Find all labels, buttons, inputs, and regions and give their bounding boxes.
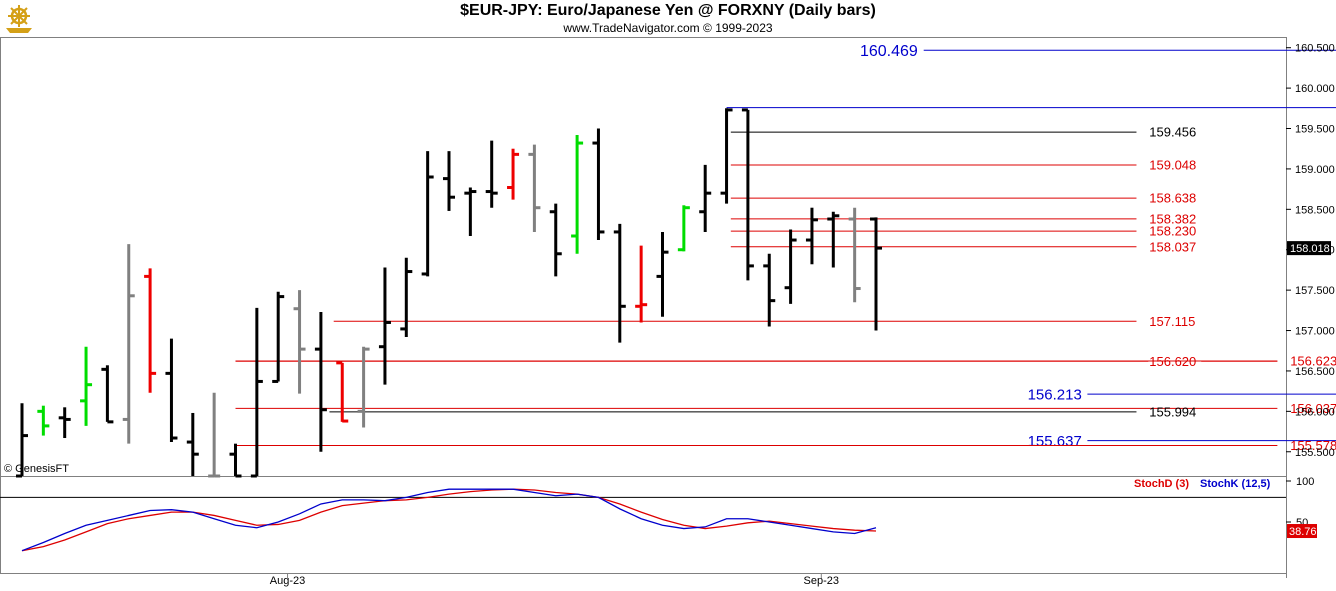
level-label: 159.048 (1149, 158, 1196, 173)
y-tick-label: 160.000 (1295, 83, 1335, 95)
stoch-series-line (21, 488, 877, 552)
ship-wheel-logo-icon (6, 5, 32, 33)
stoch-tick-label: 100 (1296, 476, 1314, 488)
date-axis: Aug-23 Sep-23 (270, 573, 839, 587)
ohlc-bars (16, 108, 882, 478)
level-label: 156.623 (1290, 354, 1336, 369)
y-tick-label: 160.500 (1295, 43, 1335, 55)
level-label: 158.230 (1149, 224, 1196, 239)
level-label-bg (1026, 431, 1088, 449)
y-tick-label: 157.000 (1295, 326, 1335, 338)
y-tick-label: 157.500 (1295, 285, 1335, 297)
stoch-plot-frame (0, 476, 1287, 574)
stoch-series-line (21, 488, 877, 552)
level-lines: 160.469159.758159.456159.048158.638158.3… (235, 40, 1336, 453)
y-tick-label: 159.500 (1295, 124, 1335, 136)
level-label: 155.637 (1028, 433, 1082, 450)
stoch-last-box (1287, 524, 1317, 539)
last-price-label: 158.018 (1290, 243, 1330, 255)
level-label: 159.456 (1149, 125, 1196, 140)
level-label: 157.115 (1149, 314, 1195, 329)
chart-title: $EUR-JPY: Euro/Japanese Yen @ FORXNY (Da… (460, 2, 876, 19)
watermark: © GenesisFT (4, 463, 69, 475)
level-label-bg (1026, 385, 1088, 402)
x-tick-label: Sep-23 (804, 575, 839, 587)
last-price-box (1287, 241, 1331, 256)
y-tick-label: 155.500 (1295, 447, 1335, 459)
level-label: 156.037 (1290, 401, 1336, 416)
level-label: 158.382 (1149, 211, 1196, 226)
stoch-legend-entry: StochK (12,5) (1200, 478, 1271, 490)
chart-subtitle: www.TradeNavigator.com © 1999-2023 (563, 21, 773, 35)
level-label: 158.037 (1149, 239, 1196, 254)
y-tick-label: 158.500 (1295, 204, 1335, 216)
level-label: 156.213 (1028, 386, 1082, 403)
price-plot-frame (0, 37, 1287, 477)
y-tick-label: 159.000 (1295, 164, 1335, 176)
level-label: 158.638 (1149, 191, 1196, 206)
y-tick-label: 156.000 (1295, 406, 1335, 418)
price-axis: 160.500 160.000 159.500 159.000 158.500 158.0… (1286, 43, 1335, 459)
stoch-legend-entry: StochD (3) (1134, 478, 1189, 490)
stoch-last-label: 38.76 (1289, 526, 1317, 538)
level-label: 155.578 (1290, 438, 1336, 453)
x-tick-label: Aug-23 (270, 575, 305, 587)
level-label: 155.994 (1149, 404, 1196, 419)
level-label: 160.469 (860, 43, 918, 60)
y-tick-label: 156.500 (1295, 366, 1335, 378)
level-label-bg (858, 40, 924, 59)
